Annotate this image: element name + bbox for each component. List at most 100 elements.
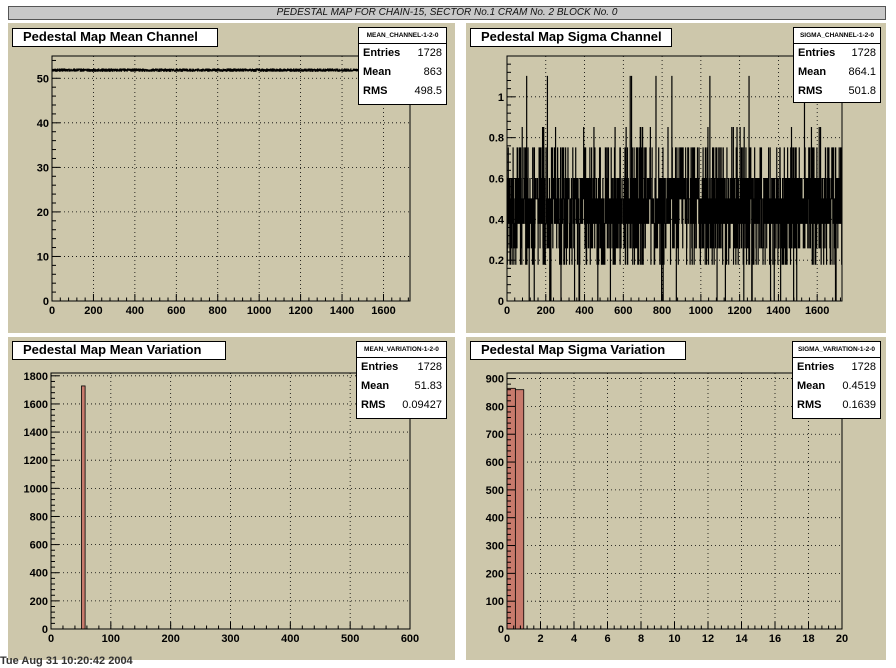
stats-box: SIGMA_CHANNEL-1-2-0 Entries 1728 Mean 864.… xyxy=(793,27,881,103)
x-tick-label: 8 xyxy=(638,633,644,645)
x-tick-label: 4 xyxy=(571,633,578,645)
y-tick-label: 500 xyxy=(486,485,504,497)
y-tick-label: 200 xyxy=(486,568,504,580)
stats-box: SIGMA_VARIATION-1-2-0 Entries 1728 Mean 0.… xyxy=(792,341,881,419)
sigma-variation-chart: 0 2 4 6 8 10 12 14 16 18 2001002003004005006007008… xyxy=(486,372,848,645)
stats-label: Mean xyxy=(798,66,827,78)
histogram-bar xyxy=(514,389,525,630)
stats-value: 863 xyxy=(423,66,442,78)
x-tick-label: 1200 xyxy=(727,305,751,317)
y-tick-label: 300 xyxy=(486,541,504,553)
y-tick-label: 1200 xyxy=(24,455,48,467)
stats-value: 0.1639 xyxy=(842,399,876,411)
y-tick-label: 30 xyxy=(37,162,49,174)
x-tick-label: 1200 xyxy=(288,305,312,317)
sigma-variation-pad: 0 2 4 6 8 10 12 14 16 18 20 0 100 200 300 400 500 600 700 8… xyxy=(466,337,886,660)
y-tick-label: 0.6 xyxy=(489,174,504,186)
stats-label: Entries xyxy=(361,361,399,373)
stats-label: Mean xyxy=(797,380,826,392)
x-tick-label: 14 xyxy=(735,633,748,645)
stats-rms: RMS 0.1639 xyxy=(793,396,880,415)
x-tick-label: 0 xyxy=(49,305,55,317)
stats-label: RMS xyxy=(361,399,386,411)
x-tick-label: 400 xyxy=(575,305,593,317)
histogram-title: Pedestal Map Sigma Channel xyxy=(470,28,672,47)
x-tick-label: 600 xyxy=(614,305,632,317)
x-tick-label: 100 xyxy=(102,633,120,645)
y-tick-label: 1800 xyxy=(24,371,48,383)
mean-channel-pad: 0 200 400 600 800 1000 1200 1400 1600 0 10 20 30 40 50… xyxy=(8,23,455,333)
stats-value: 1728 xyxy=(851,47,876,59)
y-tick-label: 700 xyxy=(486,429,504,441)
x-tick-label: 500 xyxy=(341,633,359,645)
sigma-channel-chart: 0 200 400 600 800 1000 1200 1400 1600 0 0.2 0.4 0.6 0… xyxy=(489,55,843,317)
y-tick-label: 400 xyxy=(30,568,48,580)
histogram-bar xyxy=(506,387,516,630)
histogram-title: Pedestal Map Sigma Variation xyxy=(470,341,686,360)
stats-rms: RMS 501.8 xyxy=(794,82,880,101)
x-tick-label: 1000 xyxy=(689,305,713,317)
x-tick-label: 2 xyxy=(537,633,543,645)
stats-histogram-name: SIGMA_VARIATION-1-2-0 xyxy=(793,342,880,358)
y-tick-label: 400 xyxy=(486,513,504,525)
stats-value: 51.83 xyxy=(414,380,442,392)
y-tick-label: 0.4 xyxy=(489,214,505,226)
sigma-channel-pad: 0 200 400 600 800 1000 1200 1400 1600 0 0.2 0.4 0.6 0… xyxy=(466,23,886,333)
x-tick-label: 1000 xyxy=(247,305,271,317)
plot-frame xyxy=(51,55,411,302)
stats-value: 1728 xyxy=(417,47,442,59)
y-tick-label: 1600 xyxy=(24,399,48,411)
stats-value: 498.5 xyxy=(414,85,442,97)
stats-label: RMS xyxy=(797,399,822,411)
y-tick-label: 0.2 xyxy=(489,255,504,267)
x-tick-label: 200 xyxy=(537,305,555,317)
x-tick-label: 800 xyxy=(653,305,671,317)
y-tick-label: 1 xyxy=(498,92,504,104)
mean-channel-chart: 0 200 400 600 800 1000 1200 1400 1600 0 10 20 30 40 50 xyxy=(37,55,411,317)
stats-entries: Entries 1728 xyxy=(793,358,880,377)
y-tick-label: 0 xyxy=(42,624,48,636)
stats-mean: Mean 864.1 xyxy=(794,63,880,82)
stats-mean: Mean 51.83 xyxy=(357,377,446,396)
stats-value: 864.1 xyxy=(848,66,876,78)
x-tick-label: 800 xyxy=(209,305,227,317)
y-tick-label: 600 xyxy=(486,457,504,469)
y-tick-label: 900 xyxy=(486,374,504,386)
histogram-bar xyxy=(81,385,86,630)
x-tick-label: 20 xyxy=(836,633,848,645)
page-title: PEDESTAL MAP FOR CHAIN-15, SECTOR No.1 C… xyxy=(8,6,886,20)
plot-area xyxy=(52,56,410,301)
y-tick-label: 0 xyxy=(498,296,504,308)
stats-mean: Mean 0.4519 xyxy=(793,377,880,396)
x-tick-label: 600 xyxy=(401,633,419,645)
stats-value: 1728 xyxy=(851,361,876,373)
x-tick-label: 0 xyxy=(504,633,510,645)
y-tick-label: 20 xyxy=(37,207,49,219)
stats-rms: RMS 498.5 xyxy=(359,82,446,101)
histogram-title: Pedestal Map Mean Channel xyxy=(12,28,218,47)
y-tick-label: 0.8 xyxy=(489,133,504,145)
y-tick-label: 0 xyxy=(498,624,504,636)
histogram-title: Pedestal Map Mean Variation xyxy=(12,341,226,360)
stats-histogram-name: MEAN_CHANNEL-1-2-0 xyxy=(359,28,446,44)
stats-rms: RMS 0.09427 xyxy=(357,396,446,415)
y-tick-label: 800 xyxy=(30,511,48,523)
y-tick-label: 100 xyxy=(486,596,504,608)
y-tick-label: 50 xyxy=(37,73,49,85)
mean-variation-pad: 0 100 200 300 400 500 600 0 200 400 600 800 1000 1200… xyxy=(8,337,455,660)
stats-label: Mean xyxy=(363,66,392,78)
stats-label: Entries xyxy=(797,361,835,373)
x-tick-label: 18 xyxy=(802,633,814,645)
y-tick-label: 0 xyxy=(43,296,49,308)
stats-label: Entries xyxy=(798,47,836,59)
x-tick-label: 6 xyxy=(604,633,610,645)
timestamp-footer: Tue Aug 31 10:20:42 2004 xyxy=(0,655,133,667)
stats-histogram-name: MEAN_VARIATION-1-2-0 xyxy=(357,342,446,358)
stats-label: RMS xyxy=(363,85,388,97)
stats-value: 0.09427 xyxy=(402,399,442,411)
stats-entries: Entries 1728 xyxy=(357,358,446,377)
y-tick-label: 40 xyxy=(37,118,49,130)
stats-label: Mean xyxy=(361,380,390,392)
stats-value: 501.8 xyxy=(848,85,876,97)
data-series-line xyxy=(506,75,843,302)
